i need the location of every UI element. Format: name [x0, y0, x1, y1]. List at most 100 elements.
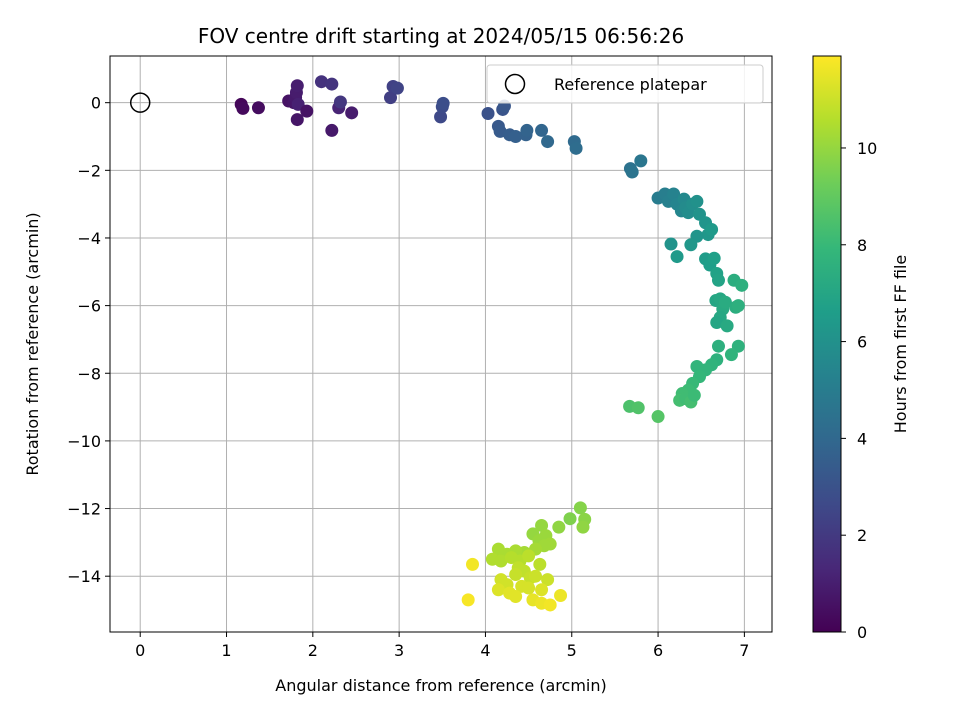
data-point [535, 518, 549, 532]
colorbar-tick-label: 2 [857, 526, 867, 545]
data-point [690, 194, 704, 208]
data-point [481, 106, 495, 120]
y-tick-label: 0 [91, 94, 101, 113]
data-point [651, 410, 665, 424]
data-point [390, 81, 404, 95]
data-point [529, 569, 543, 583]
data-point [509, 129, 523, 143]
y-tick-label: −4 [77, 229, 101, 248]
data-point [491, 542, 505, 556]
chart-title: FOV centre drift starting at 2024/05/15 … [198, 24, 684, 48]
legend: Reference platepar [486, 64, 764, 104]
data-point [290, 113, 304, 127]
data-point [735, 278, 749, 292]
plot-frame [109, 55, 773, 633]
data-point [333, 95, 347, 109]
y-tick-label: −12 [67, 500, 101, 519]
data-point [707, 251, 721, 265]
data-point [711, 339, 725, 353]
x-tick-label: 5 [567, 641, 577, 660]
data-point [573, 501, 587, 515]
data-point [634, 154, 648, 168]
colorbar-tick-label: 4 [857, 429, 867, 448]
data-point [569, 141, 583, 155]
legend-box [486, 64, 764, 104]
data-point [236, 101, 250, 115]
data-point [541, 573, 555, 587]
data-point [552, 520, 566, 534]
colorbar-ticks: 0 2 4 6 8 10 [841, 139, 877, 642]
colorbar-gradient [812, 55, 842, 633]
data-point [670, 250, 684, 264]
data-point [345, 106, 359, 120]
colorbar-tick-label: 10 [857, 139, 877, 158]
data-point [251, 101, 265, 115]
y-tick-label: −10 [67, 432, 101, 451]
x-tick-label: 0 [135, 641, 145, 660]
legend-marker-open-circle [504, 73, 526, 95]
data-point [718, 295, 732, 309]
reference-marker-group [129, 92, 151, 113]
data-point [690, 359, 704, 373]
data-point [522, 549, 536, 563]
data-point [314, 75, 328, 89]
data-point [625, 165, 639, 179]
colorbar-label: Hours from first FF file [891, 255, 910, 434]
reference-platepar-marker [129, 92, 151, 113]
data-point [667, 187, 681, 201]
data-point [664, 237, 678, 251]
x-tick-label: 1 [221, 641, 231, 660]
x-tick-label: 3 [394, 641, 404, 660]
data-point [325, 123, 339, 137]
y-tick-label: −2 [77, 161, 101, 180]
data-point [705, 223, 719, 237]
data-point [522, 581, 536, 595]
grid [110, 56, 772, 632]
data-point [520, 123, 534, 137]
data-point [684, 238, 698, 252]
data-point [494, 554, 508, 568]
colorbar-tick-label: 0 [857, 623, 867, 642]
y-tick-label: −6 [77, 297, 101, 316]
x-tick-label: 6 [653, 641, 663, 660]
y-axis-label: Rotation from reference (arcmin) [23, 212, 42, 475]
data-point [724, 348, 738, 362]
data-point [543, 598, 557, 612]
y-tick-label: −8 [77, 364, 101, 383]
data-point [710, 316, 724, 330]
data-point [631, 401, 645, 415]
x-tick-label: 7 [739, 641, 749, 660]
data-point [711, 273, 725, 287]
data-point [535, 123, 549, 137]
data-point [554, 588, 568, 602]
data-point [731, 299, 745, 313]
data-point [300, 104, 314, 118]
data-point [576, 520, 590, 534]
colorbar-tick-label: 8 [857, 236, 867, 255]
data-point [434, 110, 448, 124]
data-points [234, 75, 749, 612]
data-point [509, 568, 523, 582]
data-point [491, 583, 505, 597]
colorbar: 0 2 4 6 8 10 Hours from first FF file [812, 55, 910, 642]
data-point [325, 77, 339, 91]
data-point [687, 388, 701, 402]
data-point [461, 593, 475, 607]
data-point [384, 91, 398, 105]
data-point [509, 589, 523, 603]
data-point [535, 583, 549, 597]
data-point [541, 135, 555, 149]
colorbar-tick-label: 6 [857, 333, 867, 352]
y-tick-label: −14 [67, 567, 101, 586]
data-point [290, 79, 304, 93]
data-point [466, 557, 480, 571]
data-point [720, 319, 734, 333]
data-point [563, 512, 577, 526]
axis-ticks: 0 1 2 3 4 5 6 7 0 −2 −4 −6 −8 −10 −12 −14 [67, 94, 749, 660]
x-tick-label: 2 [308, 641, 318, 660]
x-axis-label: Angular distance from reference (arcmin) [275, 676, 606, 695]
legend-entry-reference: Reference platepar [554, 75, 707, 94]
data-point [533, 557, 547, 571]
data-point [436, 96, 450, 110]
